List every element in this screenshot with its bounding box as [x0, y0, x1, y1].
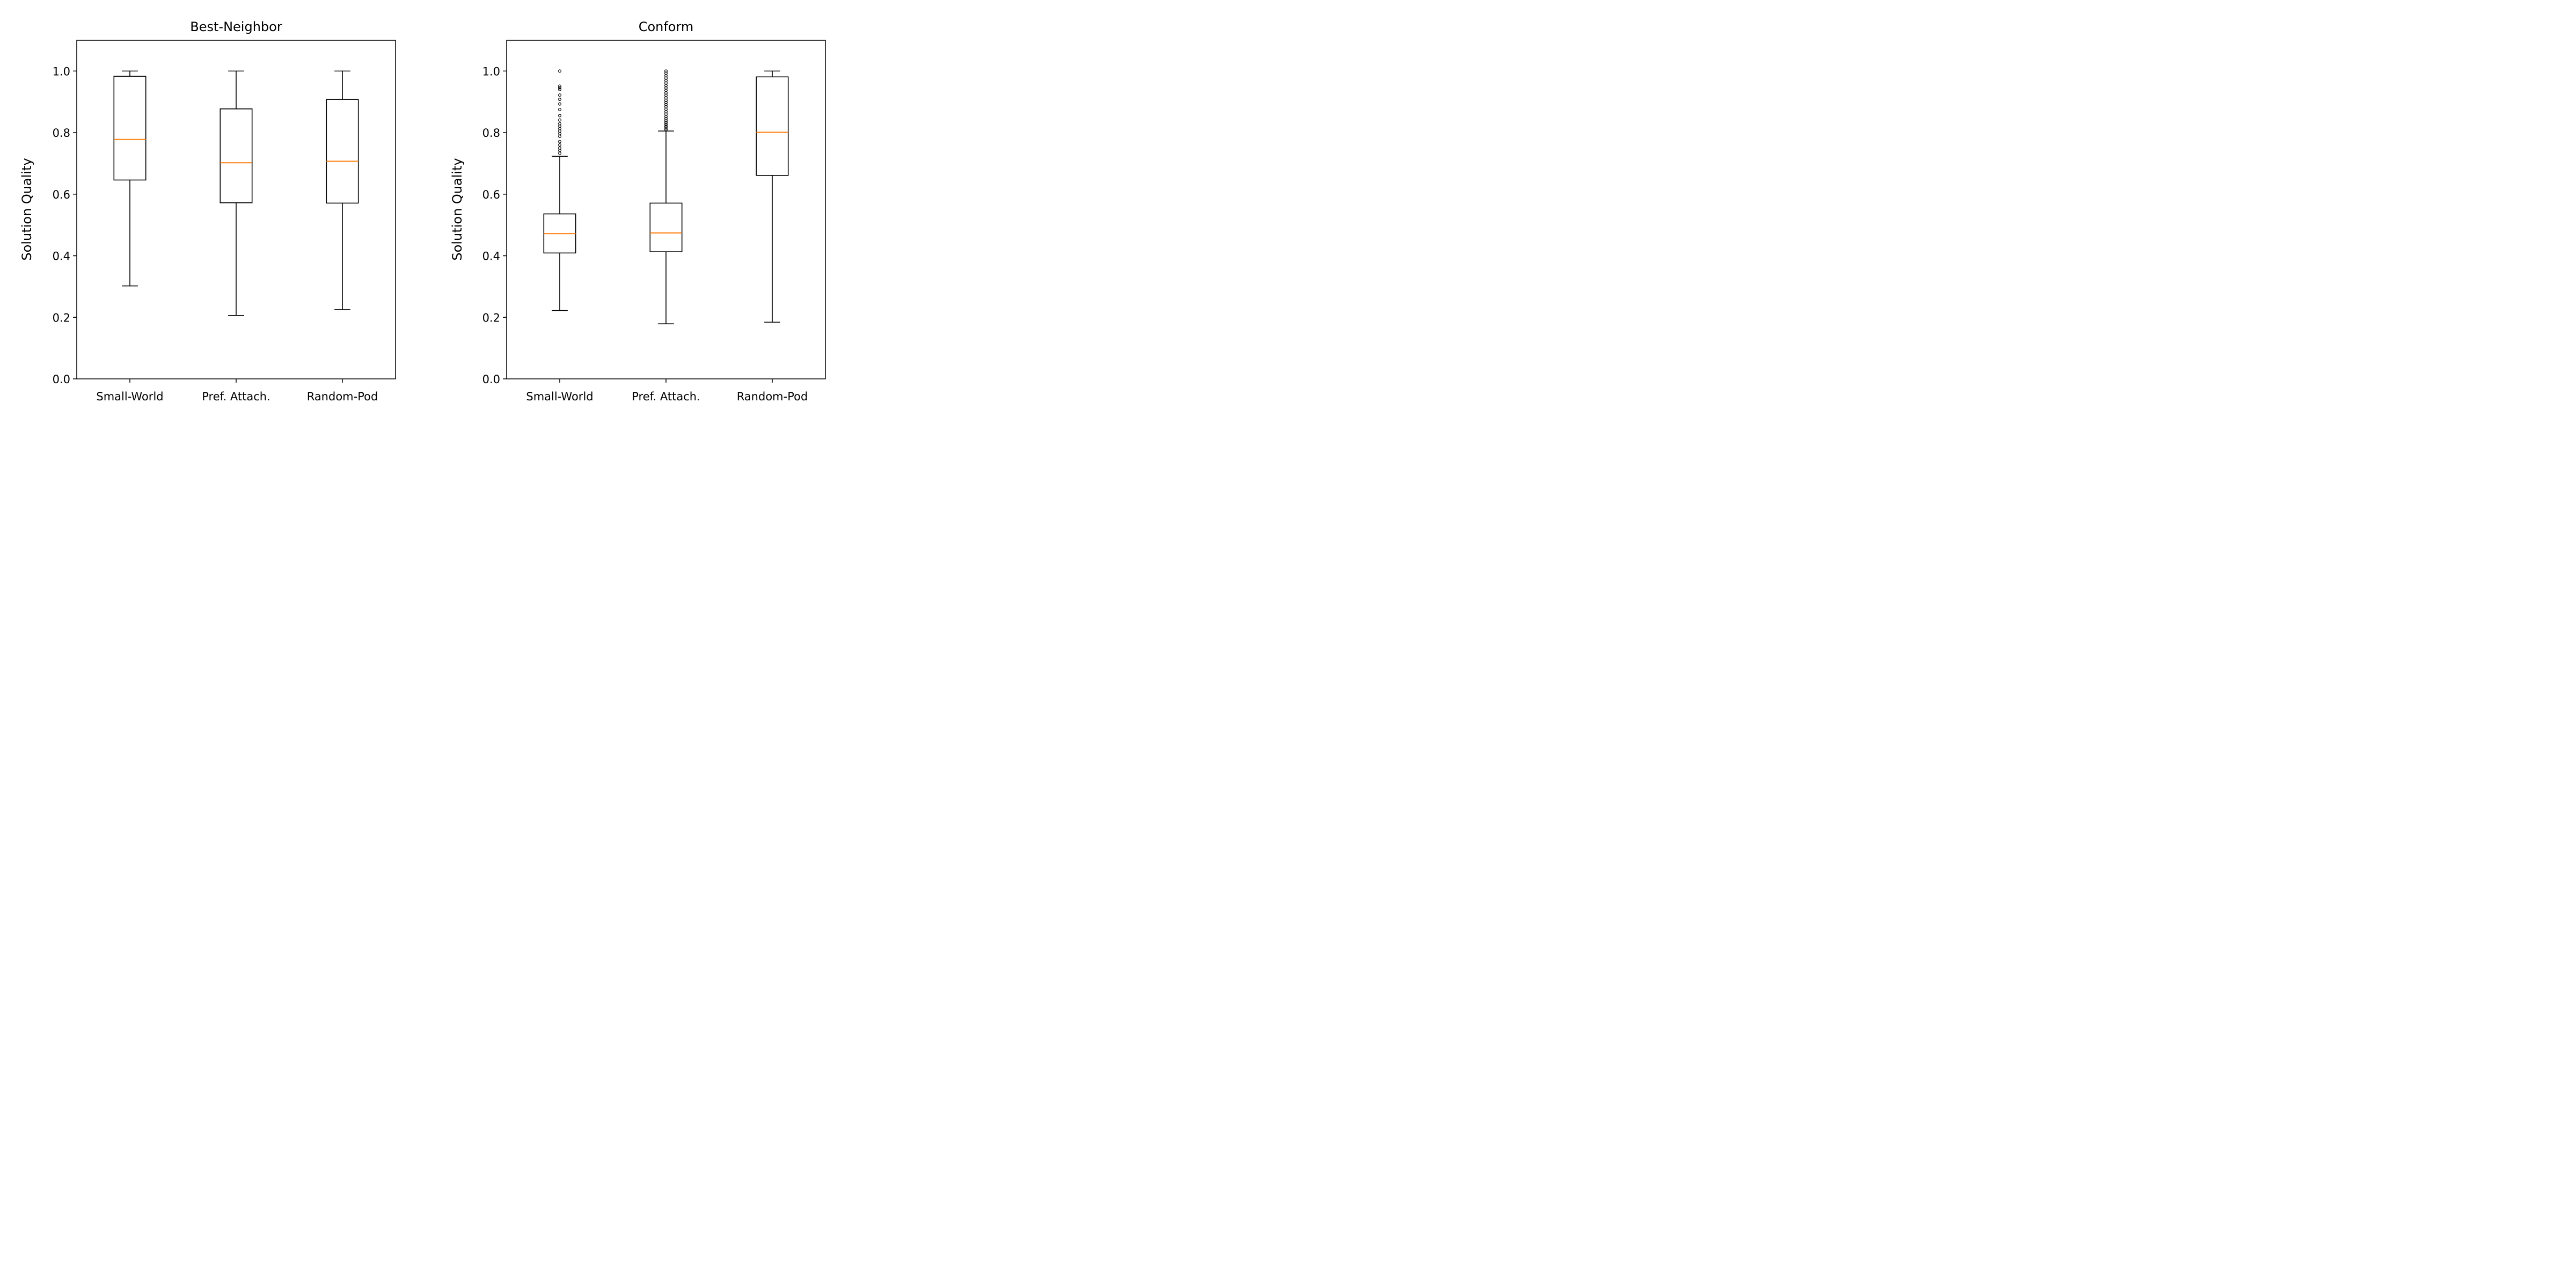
axes-frame [506, 40, 826, 379]
panel-title: Conform [639, 19, 694, 34]
y-ticks: 0.0 0.2 0.4 0.6 0.8 1.0 [53, 65, 77, 386]
box-small-world [543, 69, 576, 311]
outlier-point [558, 87, 561, 91]
outlier-point [558, 143, 561, 147]
box-small-world [113, 70, 147, 287]
outlier-point [558, 98, 561, 101]
y-tick-label: 0.4 [53, 250, 70, 263]
x-ticks: Small-World Pref. Attach. Random-Pod [526, 379, 808, 403]
outlier-point [664, 71, 668, 75]
y-tick-label: 0.2 [482, 311, 500, 324]
box-pref-attach [219, 70, 253, 316]
outlier-point [558, 86, 561, 90]
x-tick-label: Pref. Attach. [632, 390, 700, 403]
y-tick-label: 0.8 [53, 127, 70, 140]
outlier-point [558, 122, 561, 126]
outlier-point [664, 121, 668, 125]
outlier-point [558, 108, 561, 112]
outlier-point [664, 125, 668, 128]
panel-title: Best-Neighbor [190, 19, 282, 34]
y-tick-label: 0.2 [53, 311, 70, 324]
boxes [543, 69, 789, 325]
y-tick-label: 0.0 [53, 373, 70, 386]
y-tick-label: 0.4 [482, 250, 500, 263]
x-tick-label: Pref. Attach. [202, 390, 270, 403]
y-tick-label: 0.6 [482, 188, 500, 201]
outlier-point [558, 134, 561, 138]
box-pref-attach [649, 69, 683, 325]
panel-conform: Conform Solution Quality 0.0 0.2 0.4 0.6 0.8… [450, 19, 826, 403]
outlier-point [558, 118, 561, 122]
y-tick-label: 1.0 [53, 65, 70, 78]
outlier-point [664, 103, 668, 106]
outlier-point [664, 100, 668, 104]
boxes [113, 70, 359, 316]
outlier-point [664, 105, 668, 108]
outlier-point [664, 123, 668, 127]
y-axis-label: Solution Quality [450, 158, 465, 260]
iqr-box [113, 76, 147, 181]
x-tick-label: Random-Pod [307, 390, 378, 403]
outlier-point [558, 146, 561, 150]
y-tick-label: 0.6 [53, 188, 70, 201]
outlier-point [664, 69, 668, 73]
x-tick-label: Small-World [526, 390, 593, 403]
outlier-point [664, 119, 668, 123]
box-random-pod [756, 70, 789, 323]
outlier-point [664, 117, 668, 121]
outlier-point [558, 151, 561, 155]
x-ticks: Small-World Pref. Attach. Random-Pod [96, 379, 378, 403]
outlier-point [664, 128, 668, 131]
iqr-box [326, 99, 359, 204]
iqr-box [219, 108, 253, 203]
iqr-box [649, 202, 683, 252]
outlier-point [558, 140, 561, 143]
y-ticks: 0.0 0.2 0.4 0.6 0.8 1.0 [482, 65, 507, 386]
outlier-point [558, 84, 561, 88]
y-tick-label: 0.0 [482, 373, 500, 386]
outlier-point [558, 102, 561, 106]
box-random-pod [326, 70, 359, 310]
x-tick-label: Small-World [96, 390, 163, 403]
panel-best-neighbor: Best-Neighbor Solution Quality 0.0 0.2 0.4… [19, 19, 396, 403]
y-axis-label: Solution Quality [19, 158, 34, 260]
outlier-point [558, 93, 561, 97]
y-tick-label: 0.8 [482, 127, 500, 140]
figure: Best-Neighbor Solution Quality 0.0 0.2 0.4… [19, 19, 826, 403]
y-tick-label: 1.0 [482, 65, 500, 78]
x-tick-label: Random-Pod [737, 390, 808, 403]
axes-frame [76, 40, 396, 379]
iqr-box [756, 76, 789, 176]
outlier-point [558, 114, 561, 118]
outlier-point [664, 126, 668, 130]
outlier-point [558, 69, 561, 73]
